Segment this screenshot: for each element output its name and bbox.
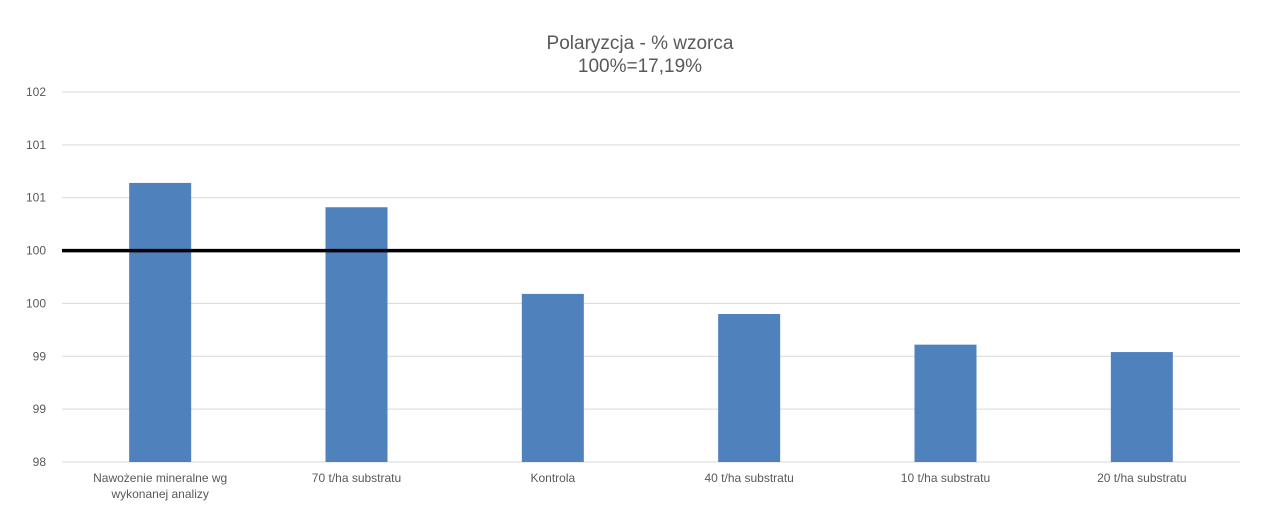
bar bbox=[325, 207, 388, 462]
y-tick-label: 100 bbox=[26, 296, 46, 310]
y-tick-label: 100 bbox=[26, 244, 46, 258]
x-tick-label-line: 20 t/ha substratu bbox=[1097, 471, 1186, 485]
x-tick-label: Kontrola bbox=[530, 471, 575, 485]
x-tick-label-line: wykonanej analizy bbox=[110, 487, 208, 501]
y-tick-label: 98 bbox=[33, 455, 47, 469]
bar bbox=[521, 293, 584, 462]
x-tick-label-line: 40 t/ha substratu bbox=[704, 471, 793, 485]
chart-title: Polaryzcja - % wzorca bbox=[547, 33, 734, 54]
y-tick-label: 102 bbox=[26, 85, 46, 99]
x-tick-label: 70 t/ha substratu bbox=[312, 471, 401, 485]
x-tick-label-line: Nawożenie mineralne wg bbox=[93, 471, 227, 485]
y-tick-label: 99 bbox=[33, 402, 47, 416]
x-tick-label: Nawożenie mineralne wg wykonanej analizy bbox=[93, 471, 227, 501]
x-tick-label-line: 10 t/ha substratu bbox=[901, 471, 990, 485]
y-axis: 98 99 99 100 100 101 101 102 bbox=[26, 85, 46, 469]
x-axis: Nawożenie mineralne wg wykonanej analizy 7… bbox=[93, 471, 1186, 501]
bars bbox=[129, 182, 1173, 462]
x-tick-label-line: Kontrola bbox=[530, 471, 575, 485]
x-tick-label: 20 t/ha substratu bbox=[1097, 471, 1186, 485]
y-tick-label: 101 bbox=[26, 191, 46, 205]
bar bbox=[129, 182, 192, 462]
x-tick-label-line: 70 t/ha substratu bbox=[312, 471, 401, 485]
bar bbox=[914, 344, 977, 462]
bar bbox=[1110, 352, 1173, 462]
chart-subtitle: 100%=17,19% bbox=[578, 56, 702, 77]
bar bbox=[718, 314, 781, 462]
x-tick-label: 10 t/ha substratu bbox=[901, 471, 990, 485]
x-tick-label: 40 t/ha substratu bbox=[704, 471, 793, 485]
gridlines bbox=[62, 91, 1240, 463]
y-tick-label: 101 bbox=[26, 138, 46, 152]
y-tick-label: 99 bbox=[33, 349, 47, 363]
